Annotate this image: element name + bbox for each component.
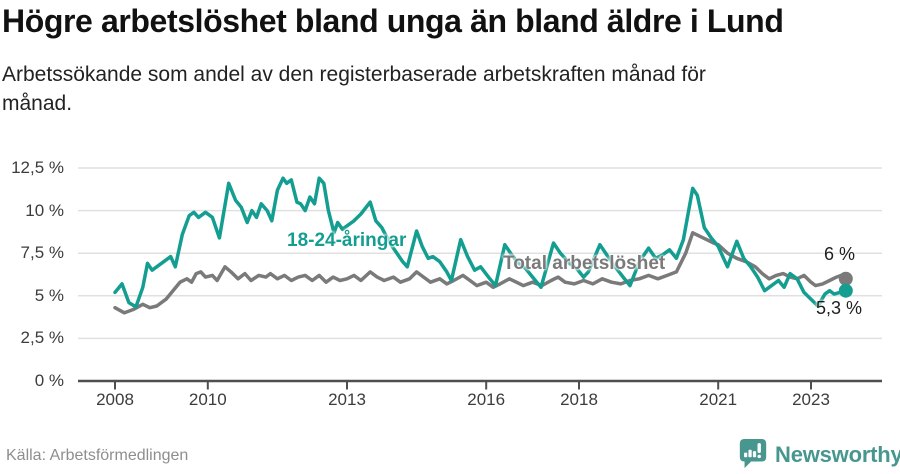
y-axis-label: 5 % [34, 285, 64, 305]
y-axis-label: 2,5 % [20, 328, 64, 348]
x-axis-label: 2013 [328, 390, 366, 409]
newsworthy-bubble-icon [739, 438, 767, 469]
subtitle-line-1: Arbetssökande som andel av den registerb… [2, 63, 706, 86]
y-axis-label: 12,5 % [11, 158, 64, 177]
series-label-total: Total arbetslöshet [503, 253, 666, 274]
x-axis-label: 2010 [188, 390, 227, 409]
x-axis-label: 2016 [467, 390, 506, 409]
x-axis-label: 2008 [96, 390, 134, 409]
y-axis-label: 10 % [25, 200, 64, 220]
x-axis-label: 2023 [792, 390, 830, 409]
youth-end-dot [838, 283, 853, 298]
y-axis-label: 7,5 % [20, 243, 64, 263]
total-series-line [113, 231, 848, 315]
end-value-label-total: 6 % [824, 244, 856, 264]
total-end-dot [838, 271, 853, 286]
y-axis-label: 0 % [34, 371, 64, 390]
youth-series-line [113, 176, 848, 309]
x-axis-label: 2021 [699, 390, 738, 409]
chart-subtitle: Arbetssökande som andel av den registerb… [2, 60, 862, 118]
end-value-label-youth: 5,3 % [816, 298, 863, 318]
page-title: Högre arbetslöshet bland unga än bland ä… [2, 3, 784, 39]
subtitle-line-2: månad. [2, 92, 73, 115]
series-label-youth: 18-24-åringar [287, 230, 407, 251]
source-credit: Källa: Arbetsförmedlingen [6, 447, 189, 464]
brand-name: Newsworthy [775, 442, 900, 467]
x-axis-label: 2018 [560, 390, 598, 409]
brand-logo: Newsworthy [737, 437, 900, 473]
